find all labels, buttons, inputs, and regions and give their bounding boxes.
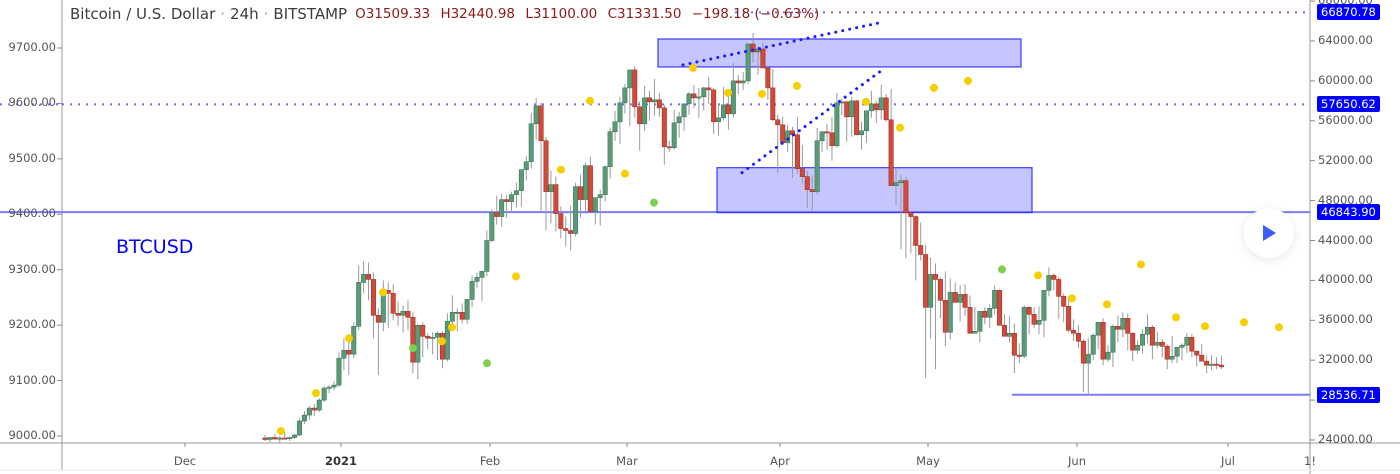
right-axis-tick-label: 24000.00	[1318, 432, 1373, 446]
price-tag: 28536.71	[1317, 386, 1380, 403]
time-axis-label: Jul	[1221, 454, 1235, 468]
left-axis-tick-label: 9000.00	[8, 428, 56, 442]
candles	[262, 33, 1224, 443]
high-label: H	[440, 6, 451, 22]
yellow-signal-dot	[379, 288, 387, 297]
axis-ticks	[57, 0, 1315, 447]
yellow-signal-dot	[438, 337, 446, 346]
upper-wedge-line	[681, 20, 885, 67]
yellow-signal-dot	[1034, 271, 1042, 280]
separator: ·	[220, 5, 226, 23]
resistance-zone	[657, 38, 1022, 68]
yellow-signal-dot	[862, 97, 870, 106]
yellow-signal-dot	[896, 123, 904, 132]
trendlines	[681, 20, 885, 175]
time-axis-label: Jun	[1068, 454, 1086, 468]
left-axis-tick-label: 9400.00	[8, 206, 56, 221]
play-button[interactable]	[1244, 208, 1294, 258]
time-axis-label: Dec	[173, 454, 197, 468]
yellow-signal-dot	[312, 389, 320, 398]
time-axis-label: Feb	[479, 454, 501, 468]
left-axis-tick-label: 9200.00	[8, 317, 56, 332]
price-tag: 66870.78	[1317, 4, 1380, 21]
yellow-signal-dot	[345, 334, 353, 343]
yellow-signal-dot	[512, 272, 520, 281]
yellow-signal-dot	[1172, 313, 1180, 322]
green-signal-dot	[409, 344, 417, 353]
yellow-signal-dot	[277, 427, 285, 436]
time-axis-label: May	[916, 454, 940, 468]
yellow-signal-dot	[621, 169, 629, 178]
close-value: 31331.50	[617, 6, 682, 22]
support-zone	[716, 167, 1033, 214]
right-axis-tick-label: 60000.00	[1318, 72, 1373, 87]
left-axis-tick-label: 9100.00	[8, 372, 56, 387]
right-axis-tick-label: 64000.00	[1318, 33, 1373, 47]
left-axis-tick-label: 9600.00	[8, 95, 56, 110]
high-value: 32440.98	[450, 6, 516, 22]
yellow-signal-dot	[964, 76, 972, 85]
play-icon	[1263, 225, 1276, 241]
right-axis-tick-label: 36000.00	[1318, 312, 1373, 327]
yellow-signal-dot	[793, 81, 801, 90]
legend-header: Bitcoin / U.S. Dollar · 24h · BITSTAMP O…	[70, 4, 825, 24]
close-label: C	[607, 6, 617, 22]
right-axis-tick-label: 48000.00	[1318, 192, 1373, 207]
yellow-signal-dot	[930, 83, 938, 92]
left-axis-tick-label: 9300.00	[8, 261, 56, 276]
ohlc-values: O31509.33 H32440.98 L31100.00 C31331.50 …	[355, 6, 825, 22]
signal-dots	[277, 63, 1283, 436]
open-label: O	[355, 6, 366, 22]
green-signal-dot	[998, 265, 1006, 274]
yellow-signal-dot	[1201, 322, 1209, 331]
yellow-signal-dot	[586, 96, 594, 105]
right-axis-tick-label: 68000.00	[1318, 0, 1373, 7]
time-axis-label: 2021	[324, 454, 358, 468]
yellow-signal-dot	[758, 89, 766, 98]
time-axis-label: 1!	[1304, 454, 1316, 468]
symbol-name: Bitcoin / U.S. Dollar	[70, 5, 216, 23]
yellow-signal-dot	[557, 165, 565, 174]
lower-wedge-line	[740, 69, 883, 175]
separator: ·	[263, 5, 269, 23]
exchange: BITSTAMP	[273, 5, 348, 23]
right-axis-tick-label: 40000.00	[1318, 272, 1373, 287]
yellow-signal-dot	[724, 88, 732, 97]
right-axis-tick-label: 32000.00	[1318, 352, 1373, 367]
price-tag: 57650.62	[1317, 96, 1380, 113]
time-axis-label: Apr	[770, 454, 790, 468]
yellow-signal-dot	[1137, 260, 1145, 269]
green-signal-dot	[483, 359, 491, 368]
low-value: 31100.00	[532, 6, 598, 22]
left-axis-tick-label: 9500.00	[8, 150, 56, 165]
interval: 24h	[230, 5, 259, 23]
left-axis-tick-label: 9700.00	[8, 40, 56, 54]
zones	[657, 38, 1033, 214]
yellow-signal-dot	[1275, 323, 1283, 332]
time-axis-label: Mar	[616, 454, 638, 468]
yellow-signal-dot	[448, 323, 456, 332]
yellow-signal-dot	[1068, 294, 1076, 303]
right-axis-tick-label: 44000.00	[1318, 232, 1373, 247]
yellow-signal-dot	[1103, 300, 1111, 309]
low-label: L	[525, 6, 533, 22]
green-signal-dot	[650, 198, 658, 207]
open-value: 31509.33	[365, 6, 431, 22]
change-value: −198.18 (−0.63%)	[691, 6, 820, 22]
price-tag: 46843.90	[1317, 204, 1380, 221]
symbol-watermark: BTCUSD	[116, 236, 194, 258]
right-axis-tick-label: 56000.00	[1318, 112, 1373, 127]
yellow-signal-dot	[1240, 318, 1248, 327]
right-axis-tick-label: 52000.00	[1318, 152, 1373, 167]
yellow-signal-dot	[689, 63, 697, 72]
